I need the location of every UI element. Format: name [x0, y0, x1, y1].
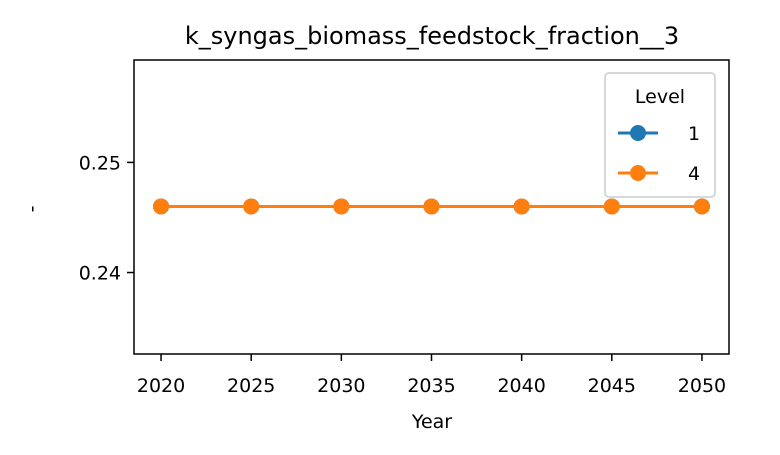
x-axis-label: Year [411, 411, 452, 433]
x-tick-label: 2020 [137, 375, 185, 397]
data-point-series-4 [423, 198, 440, 215]
data-point-series-4 [243, 198, 260, 215]
y-tick-label: 0.24 [79, 263, 121, 285]
legend-label-1: 1 [688, 123, 700, 145]
legend-marker-1 [630, 125, 646, 141]
x-tick-label: 2050 [678, 375, 726, 397]
x-tick-label: 2025 [227, 375, 275, 397]
data-point-series-4 [153, 198, 170, 215]
data-point-series-4 [513, 198, 530, 215]
legend: Level 1 4 [604, 72, 716, 198]
y-axis-label: - [21, 206, 43, 213]
y-tick-label: 0.25 [79, 152, 121, 174]
x-tick-label: 2030 [317, 375, 365, 397]
legend-title: Level [635, 86, 685, 108]
legend-box [604, 72, 716, 198]
legend-marker-4 [630, 165, 646, 181]
data-point-series-4 [603, 198, 620, 215]
plot-area: 2020 2025 2030 2035 2040 2045 2050 0.24 0.25 [79, 59, 730, 397]
x-tick-label: 2035 [407, 375, 455, 397]
data-point-series-4 [693, 198, 710, 215]
legend-label-4: 4 [688, 163, 700, 185]
x-tick-label: 2040 [497, 375, 545, 397]
chart-title: k_syngas_biomass_feedstock_fraction__3 [185, 22, 679, 50]
data-point-series-4 [333, 198, 350, 215]
x-tick-label: 2045 [588, 375, 636, 397]
